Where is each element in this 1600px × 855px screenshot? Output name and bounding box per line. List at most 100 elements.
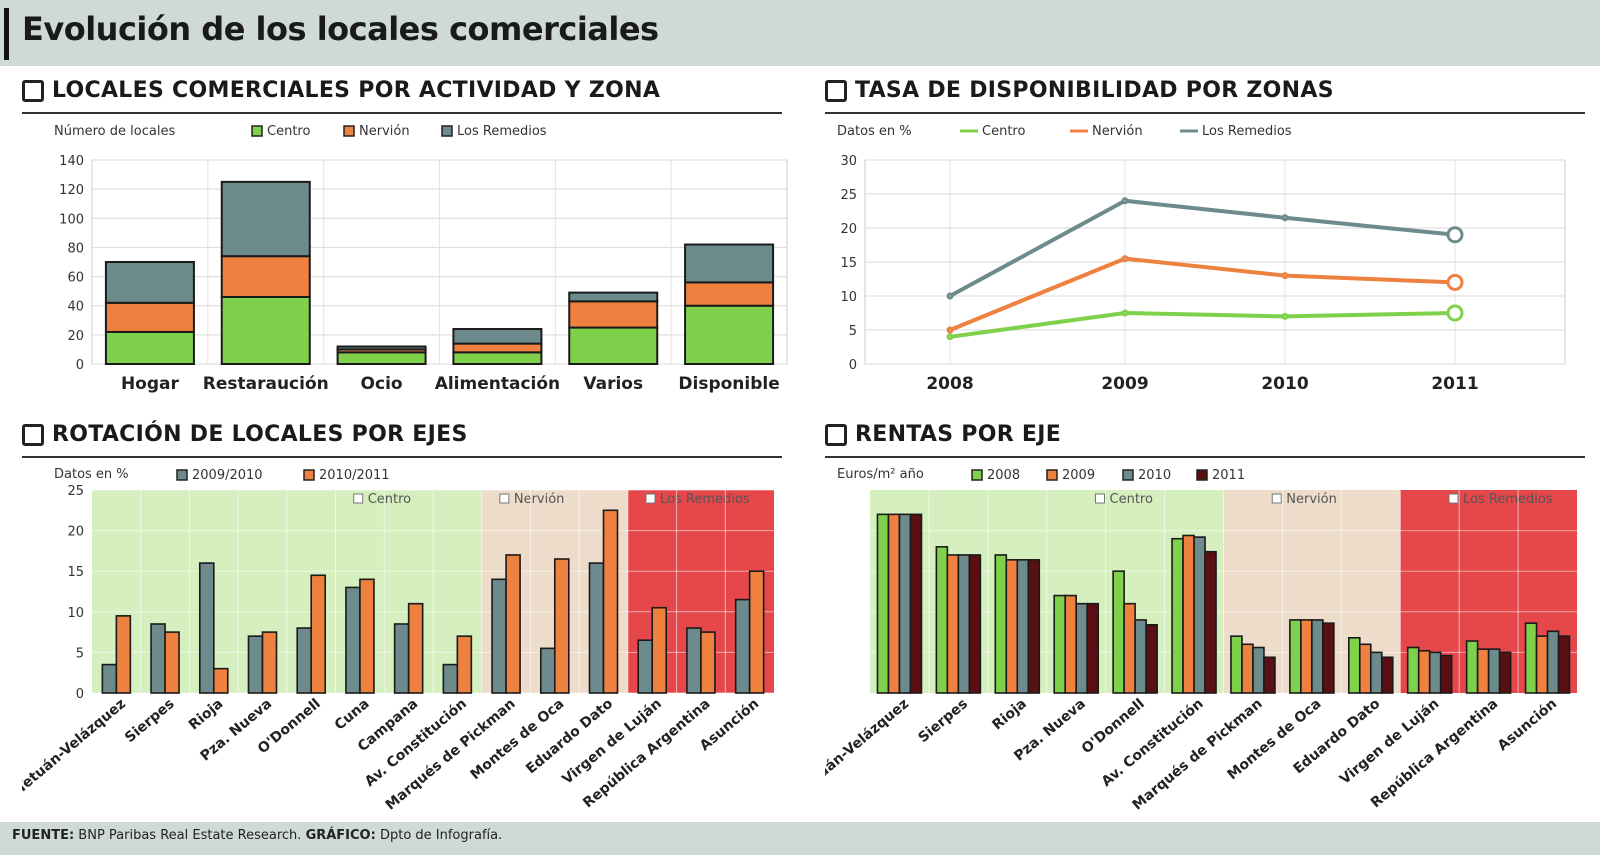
checkbox-square-icon: [825, 423, 847, 446]
legend-swatch-1: [343, 125, 355, 137]
bar: [1546, 630, 1560, 694]
bar-segment: [336, 345, 427, 351]
footer-source: BNP Paribas Real Estate Research.: [78, 828, 302, 843]
zone-label: Nervión: [1286, 492, 1337, 507]
y-tick-label: 10: [840, 290, 857, 305]
y-tick-label: 20: [67, 525, 84, 540]
footer-credits: FUENTE: BNP Paribas Real Estate Research…: [12, 828, 502, 843]
data-point: [1121, 197, 1129, 205]
legend-label: 2009/2010: [192, 468, 263, 483]
bar: [1112, 570, 1125, 694]
bar: [1465, 640, 1479, 694]
x-tick-label: Rioja: [186, 696, 227, 734]
x-tick-label: Tetuán-Velázquez: [825, 696, 912, 797]
x-tick-label: Hogar: [121, 374, 180, 394]
bar: [1123, 602, 1136, 694]
y-tick-label: 120: [59, 183, 84, 198]
bar: [539, 647, 556, 694]
bar: [407, 602, 424, 694]
bar: [296, 627, 313, 694]
bar-segment: [336, 351, 427, 365]
series-line: [949, 311, 1456, 339]
divider: [825, 456, 1585, 458]
bar: [968, 554, 982, 694]
divider: [22, 456, 782, 458]
bar: [1428, 651, 1442, 694]
divider: [825, 112, 1585, 114]
bar: [1369, 651, 1383, 694]
bar-segment: [452, 328, 543, 345]
data-point: [1446, 304, 1464, 322]
chart-actividad: Número de locales Centro Nervión Los Remedi…: [54, 124, 788, 394]
y-tick-label: 5: [76, 646, 84, 661]
unit-label: Número de locales: [54, 124, 175, 139]
x-tick-label: Tetuán-Velázquez: [22, 696, 129, 797]
bar: [1417, 649, 1431, 694]
bar-segment: [684, 243, 775, 284]
legend-label: Centro: [982, 124, 1025, 139]
header-band: [0, 0, 1600, 66]
unit-label: Datos en %: [837, 124, 912, 139]
checkbox-square-icon: [825, 79, 847, 102]
zone-marker: [353, 493, 364, 504]
bar: [637, 639, 654, 694]
unit-label: Euros/m² año: [837, 467, 924, 482]
y-tick-label: 40: [67, 300, 84, 315]
legend-label: 2009: [1062, 468, 1095, 483]
bar: [1252, 646, 1265, 694]
bar: [442, 663, 459, 694]
bar: [1289, 619, 1302, 694]
x-tick-label: Cuna: [332, 696, 373, 734]
bar-segment: [684, 281, 775, 307]
bar: [456, 635, 473, 694]
bar: [1358, 643, 1372, 694]
legend-swatch-2: [441, 125, 453, 137]
bar: [898, 513, 912, 694]
zone-label: Nervión: [514, 492, 565, 507]
bar: [101, 663, 118, 694]
bar-segment: [104, 330, 195, 365]
bar: [1524, 622, 1538, 694]
bar: [1204, 550, 1217, 694]
bar: [150, 623, 166, 694]
footer-graphic-label: GRÁFICO:: [305, 828, 376, 843]
bar: [115, 615, 132, 694]
bar: [1487, 648, 1501, 694]
legend-label: Nervión: [359, 124, 410, 139]
chart-rentas: Euros/m² año 2008 2009 2010 2011 Centro Nervió…: [825, 467, 1577, 814]
bar: [261, 631, 278, 694]
bar: [212, 667, 229, 694]
y-tick-label: 60: [67, 271, 84, 286]
bar: [164, 631, 180, 694]
x-tick-label: Asunción: [1495, 696, 1560, 754]
legend-swatch-3: [1196, 469, 1208, 481]
legend-swatch-1: [1046, 469, 1058, 481]
footer-band: [0, 822, 1600, 855]
header-accent-bar: [4, 8, 9, 60]
data-point: [1281, 214, 1289, 222]
x-tick-label: Varios: [583, 374, 643, 394]
bar-segment: [452, 351, 543, 365]
y-tick-label: 20: [67, 329, 84, 344]
data-point: [946, 333, 954, 341]
bar: [734, 598, 751, 694]
bar-segment: [104, 261, 195, 304]
data-point: [1121, 255, 1129, 263]
bar: [1535, 635, 1549, 694]
bar: [1075, 602, 1089, 694]
x-tick-label: 2009: [1101, 374, 1148, 394]
data-point: [1281, 272, 1289, 280]
zone-marker: [499, 493, 510, 504]
bar: [1406, 646, 1420, 694]
bar: [994, 554, 1008, 694]
legend-label: Nervión: [1092, 124, 1143, 139]
legend-label: Centro: [267, 124, 310, 139]
bar: [359, 578, 375, 694]
bar: [1300, 619, 1313, 694]
bar: [1476, 648, 1490, 694]
zone-label: Los Remedios: [1463, 492, 1553, 507]
zone-label: Los Remedios: [660, 492, 750, 507]
bar: [491, 578, 507, 694]
bar: [651, 606, 668, 694]
